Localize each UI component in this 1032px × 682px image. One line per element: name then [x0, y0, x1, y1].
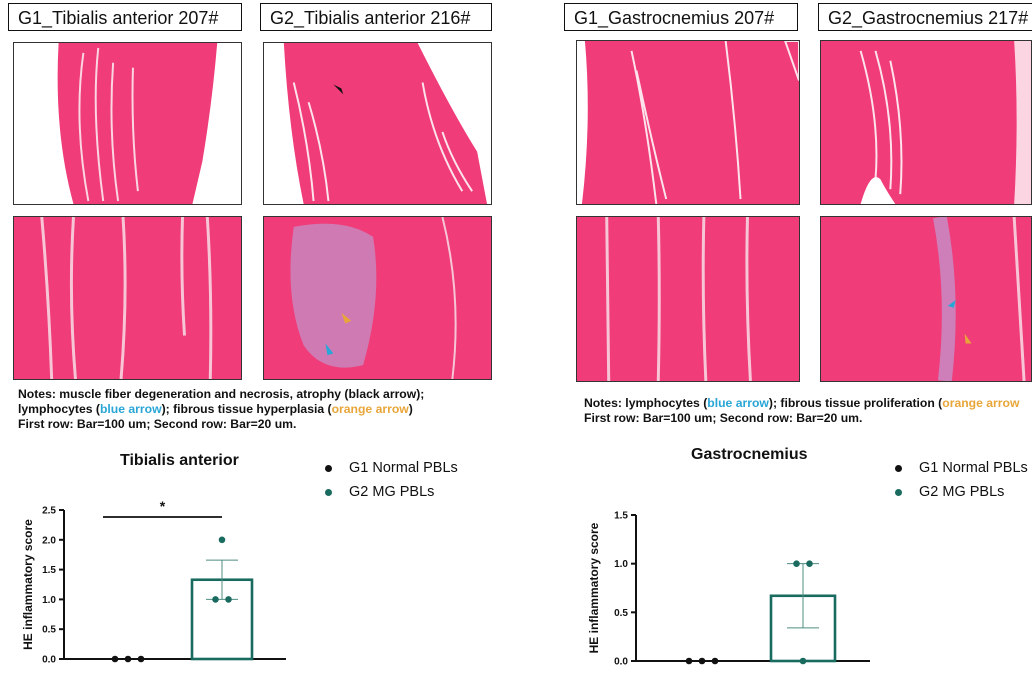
notes-right-line2: First row: Bar=100 um; Second row: Bar=2…	[584, 411, 863, 425]
histology-gc-g2-low	[820, 40, 1032, 205]
notes-left: Notes: muscle fiber degeneration and nec…	[18, 387, 424, 432]
y-tick-label: 0.0	[42, 655, 56, 666]
legend-label: G1 Normal PBLs	[919, 460, 1028, 476]
y-tick-label: 2.0	[42, 535, 56, 546]
blue-arrow-note: blue arrow	[707, 396, 769, 410]
legend-gc: G1 Normal PBLs G2 MG PBLs	[895, 456, 1028, 504]
g1-data-point	[698, 657, 706, 665]
histology-gc-g1-low	[576, 40, 800, 205]
g1-data-point	[124, 655, 132, 663]
y-tick-label: 0.5	[614, 608, 628, 619]
panel-label-ta-g1: G1_Tibialis anterior 207#	[8, 3, 242, 31]
g2-data-point	[799, 657, 807, 665]
g2-data-point	[225, 596, 232, 603]
orange-arrow-note: orange arrow	[331, 402, 409, 416]
y-axis-label: HE inflammatory score	[21, 519, 35, 650]
histology-ta-g1-high	[13, 216, 242, 380]
panel-label-gc-g1: G1_Gastrocnemius 207#	[564, 3, 798, 31]
black-arrow-icon	[333, 84, 344, 95]
histology-ta-g2-high	[263, 216, 492, 380]
chart-title-ta: Tibialis anterior	[120, 452, 239, 469]
blue-arrow-note: blue arrow	[99, 402, 162, 416]
histology-ta-g1-low	[13, 42, 242, 205]
g2-dot-icon	[325, 488, 332, 496]
notes-left-line3: First row: Bar=100 um; Second row: Bar=2…	[18, 417, 297, 431]
legend-label: G2 MG PBLs	[349, 484, 435, 500]
g1-data-point	[711, 657, 719, 665]
histology-gc-g2-high	[820, 216, 1032, 382]
notes-text: ); fibrous tissue hyperplasia (	[161, 402, 332, 416]
notes-left-line2: lymphocytes (blue arrow); fibrous tissue…	[18, 402, 424, 417]
legend-item-g1: G1 Normal PBLs	[325, 456, 458, 480]
legend-item-g1: G1 Normal PBLs	[895, 456, 1028, 480]
histology-ta-g2-low	[263, 42, 492, 205]
chart-gastrocnemius: 0.0 0.5 1.0 1.5 HE inflammatory score	[587, 511, 870, 668]
legend-label: G1 Normal PBLs	[349, 460, 458, 476]
chart-tibialis-anterior: 0.0 0.5 1.0 1.5 2.0 2.5 HE inflammatory score *	[21, 498, 286, 666]
g1-dot-icon	[325, 464, 332, 472]
y-axis-label: HE inflammatory score	[587, 522, 601, 653]
g2-data-point	[806, 560, 813, 567]
notes-text: Notes: lymphocytes (	[584, 396, 708, 410]
y-tick-label: 0.5	[42, 625, 56, 636]
histology-gc-g1-high	[576, 216, 800, 382]
g1-data-point	[137, 655, 145, 663]
g1-data-point	[685, 657, 693, 665]
legend-label: G2 MG PBLs	[919, 484, 1005, 500]
y-tick-label: 1.5	[42, 565, 56, 576]
notes-right-line1: Notes: lymphocytes (blue arrow); fibrous…	[584, 396, 1019, 411]
notes-text: )	[408, 402, 413, 416]
y-tick-label: 1.0	[42, 595, 56, 606]
orange-arrow-icon	[341, 312, 352, 324]
orange-arrow-icon	[964, 333, 972, 344]
y-tick-label: 1.0	[614, 559, 628, 570]
notes-text: lymphocytes (	[18, 402, 100, 416]
y-tick-label: 2.5	[42, 506, 56, 517]
g1-dot-icon	[895, 464, 902, 472]
blue-arrow-icon	[325, 343, 334, 356]
blue-arrow-icon	[947, 299, 956, 308]
y-tick-label: 1.5	[614, 511, 628, 522]
legend-item-g2: G2 MG PBLs	[895, 480, 1028, 504]
y-tick-label: 0.0	[614, 657, 628, 668]
panel-label-ta-g2: G2_Tibialis anterior 216#	[260, 3, 492, 31]
significance-label: *	[160, 498, 166, 514]
legend-ta: G1 Normal PBLs G2 MG PBLs	[325, 456, 458, 504]
legend-item-g2: G2 MG PBLs	[325, 480, 458, 504]
chart-title-gc: Gastrocnemius	[691, 446, 808, 463]
notes-text: ); fibrous tissue proliferation (	[768, 396, 943, 410]
panel-label-gc-g2: G2_Gastrocnemius 217#	[818, 3, 1032, 31]
g1-data-point	[111, 655, 119, 663]
g2-data-point	[212, 596, 219, 603]
g2-data-point	[218, 536, 226, 544]
notes-right: Notes: lymphocytes (blue arrow); fibrous…	[584, 396, 1019, 426]
g2-dot-icon	[895, 488, 902, 496]
notes-left-line1: Notes: muscle fiber degeneration and nec…	[18, 387, 425, 401]
g2-data-point	[793, 560, 800, 567]
orange-arrow-note: orange arrow	[942, 396, 1020, 410]
